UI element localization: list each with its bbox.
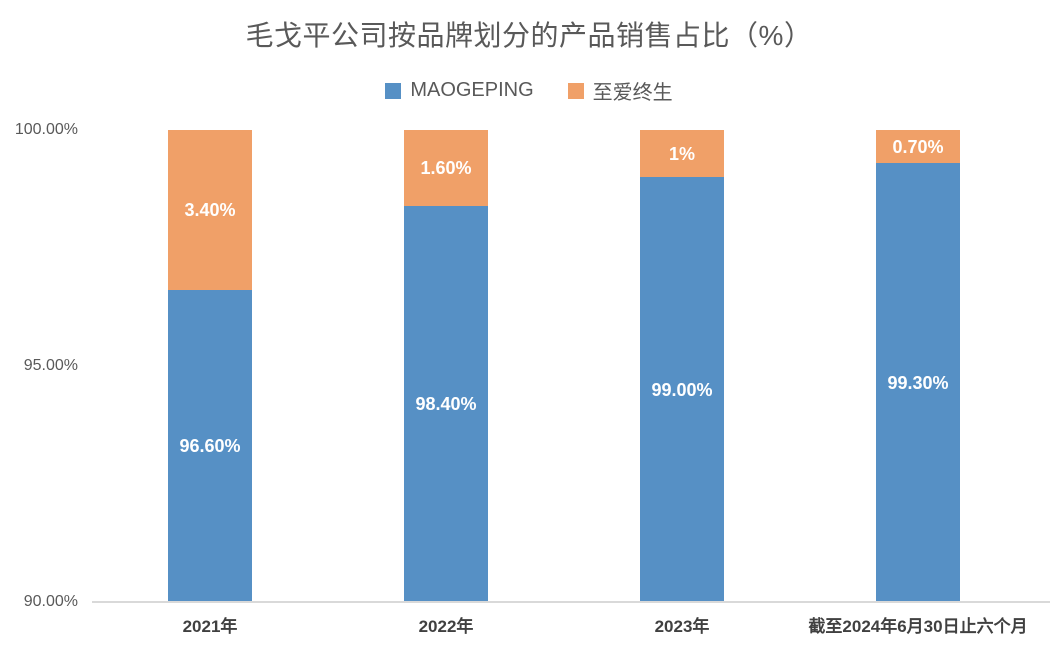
legend-swatch-zhiaizhongsheng bbox=[567, 82, 584, 99]
x-axis-category-label: 截至2024年6月30日止六个月 bbox=[808, 617, 1028, 636]
bar-segment-maogeping bbox=[876, 163, 960, 602]
legend-label-maogeping: MAOGEPING bbox=[410, 79, 534, 101]
bar-segment-maogeping-label: 96.60% bbox=[179, 436, 241, 457]
bar-segment-zhiaizhongsheng-label: 3.40% bbox=[184, 200, 236, 221]
x-axis-line bbox=[92, 601, 1050, 603]
bar-segment-maogeping bbox=[640, 177, 724, 602]
legend-label-zhiaizhongsheng: 至爱终生 bbox=[592, 82, 673, 104]
x-axis-category-label: 2023年 bbox=[654, 617, 710, 636]
x-axis-labels: 2021年 2022年 2023年 截至2024年6月30日止六个月 bbox=[92, 612, 1036, 642]
bar-segment-zhiaizhongsheng-label: 0.70% bbox=[892, 136, 944, 157]
y-tick-label: 100.00% bbox=[14, 121, 78, 138]
bar-segment-zhiaizhongsheng bbox=[404, 130, 488, 206]
bar-segment-maogeping-label: 99.30% bbox=[887, 372, 949, 393]
legend-item-zhiaizhongsheng: 至爱终生 bbox=[567, 76, 673, 105]
legend: MAOGEPING 至爱终生 bbox=[0, 76, 1058, 105]
bar-segment-zhiaizhongsheng-label: 1% bbox=[668, 143, 695, 164]
bar-segment-maogeping-label: 98.40% bbox=[415, 393, 477, 414]
chart-title: 毛戈平公司按品牌划分的产品销售占比（%） bbox=[245, 20, 813, 51]
bar-segment-maogeping bbox=[404, 205, 488, 602]
x-axis-category-label: 2022年 bbox=[418, 617, 474, 636]
bar-segment-zhiaizhongsheng bbox=[168, 130, 252, 291]
legend-item-maogeping: MAOGEPING bbox=[385, 79, 534, 102]
bar-segment-maogeping bbox=[168, 290, 252, 602]
y-axis-labels: 100.00% 95.00% 90.00% bbox=[0, 0, 78, 650]
legend-swatch-maogeping bbox=[385, 82, 402, 99]
y-tick-label: 95.00% bbox=[23, 357, 78, 374]
x-axis-category-label: 2021年 bbox=[182, 617, 238, 636]
bar-segment-maogeping-label: 99.00% bbox=[651, 379, 713, 400]
bar-segment-zhiaizhongsheng bbox=[640, 130, 724, 178]
plot-area: 96.60% 3.40% 98.40% 1.60% 99.00% 1% 99.30% 0.70… bbox=[92, 130, 1036, 602]
bar-segment-zhiaizhongsheng bbox=[876, 130, 960, 164]
bar-segment-zhiaizhongsheng-label: 1.60% bbox=[420, 157, 472, 178]
y-tick-label: 90.00% bbox=[23, 593, 78, 610]
